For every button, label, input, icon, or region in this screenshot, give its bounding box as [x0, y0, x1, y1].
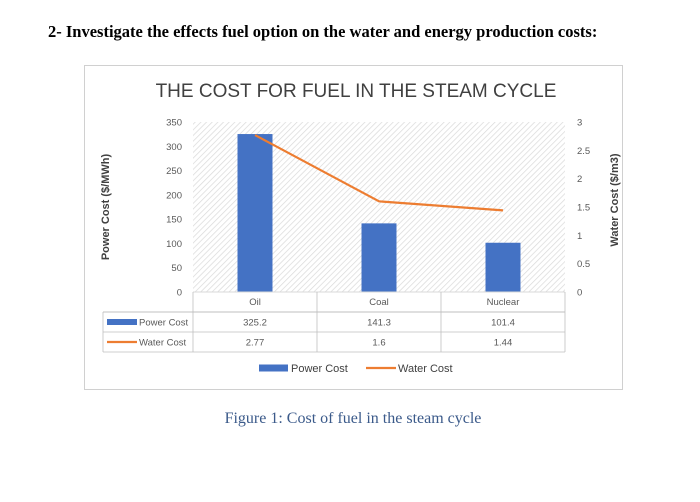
table-series-name: Power Cost	[139, 318, 188, 329]
x-tick-label: Coal	[369, 297, 389, 308]
data-label: 101.4	[491, 318, 515, 329]
y2-tick-label: 2.5	[577, 146, 590, 157]
y2-tick-label: 0.5	[577, 259, 590, 270]
y2-tick-label: 2	[577, 174, 582, 185]
data-label: 1.6	[372, 338, 385, 349]
bar-coal	[361, 223, 397, 292]
data-label: 141.3	[367, 318, 391, 329]
legend-label-water-cost: Water Cost	[398, 363, 453, 375]
y-axis-label: Power Cost ($/MWh)	[100, 154, 112, 261]
x-tick-label: Nuclear	[487, 297, 520, 308]
data-label: 2.77	[246, 338, 265, 349]
chart-title: THE COST FOR FUEL IN THE STEAM CYCLE	[156, 81, 557, 102]
y-tick-label: 200	[166, 190, 182, 201]
data-label: 1.44	[494, 338, 513, 349]
y-tick-label: 250	[166, 166, 182, 177]
table-key-power-cost	[107, 319, 137, 325]
x-tick-label: Oil	[249, 297, 261, 308]
y2-tick-label: 0	[577, 288, 582, 299]
y2-tick-label: 1	[577, 231, 582, 242]
bar-oil	[237, 134, 273, 292]
figure-caption: Figure 1: Cost of fuel in the steam cycl…	[224, 410, 482, 427]
y2-tick-label: 3	[577, 118, 582, 129]
y-tick-label: 350	[166, 118, 182, 129]
data-label: 325.2	[243, 318, 267, 329]
legend-label-power-cost: Power Cost	[291, 363, 348, 375]
legend-key-power-cost	[259, 364, 288, 372]
y-tick-label: 100	[166, 239, 182, 250]
y-tick-label: 0	[177, 288, 182, 299]
y2-axis-label: Water Cost ($/m3)	[609, 153, 621, 246]
y-tick-label: 300	[166, 142, 182, 153]
y2-tick-label: 1.5	[577, 203, 590, 214]
table-series-name: Water Cost	[139, 338, 187, 349]
bar-nuclear	[485, 242, 521, 292]
y-tick-label: 150	[166, 215, 182, 226]
question-heading: 2- Investigate the effects fuel option o…	[48, 22, 598, 41]
y-tick-label: 50	[171, 263, 182, 274]
